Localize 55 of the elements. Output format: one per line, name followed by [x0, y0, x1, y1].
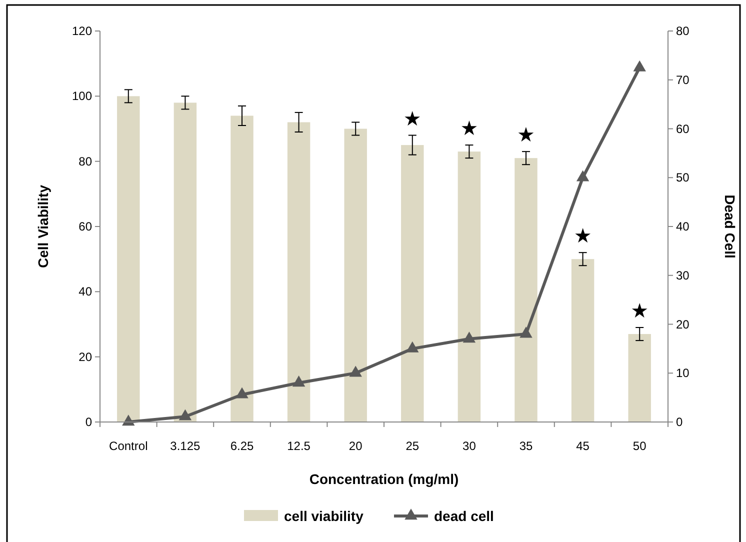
x-tick-label: 20 [348, 439, 363, 453]
y2-tick-label: 70 [676, 72, 690, 87]
point [292, 376, 306, 387]
bar [230, 116, 254, 422]
y2-tick-label: 80 [676, 24, 690, 38]
x-tick-label: 45 [576, 439, 590, 453]
x-tick-label: 50 [632, 439, 647, 453]
legend-label: cell viability [284, 508, 364, 524]
point [236, 387, 248, 398]
bar [174, 102, 197, 422]
x-tick-label: 6.25 [230, 439, 254, 453]
y2-tick-label: 0 [676, 415, 683, 429]
y2-tick-label: 20 [676, 317, 690, 332]
point [178, 409, 192, 420]
annotation: ★ [460, 116, 478, 140]
point [462, 332, 476, 343]
point [576, 170, 590, 182]
y-tick-label: 0 [85, 415, 92, 429]
annotation: ★ [517, 122, 535, 147]
legend-label: dead cell [434, 508, 494, 524]
annotation: ★ [630, 298, 649, 323]
y2-tick-label: 60 [676, 122, 690, 136]
y2-tick-label: 40 [676, 220, 690, 234]
bar [571, 259, 594, 422]
bar [287, 122, 310, 422]
y-tick-label: 40 [78, 284, 92, 299]
x-tick-label: 12.5 [287, 439, 311, 453]
y-tick-label: 60 [78, 220, 92, 234]
point [349, 366, 362, 377]
x-tick-label: 30 [462, 439, 476, 453]
x-tick-label: Control [109, 439, 148, 453]
y2-tick-label: 10 [676, 366, 690, 380]
bar [628, 334, 651, 422]
y2-tick-label: 50 [676, 170, 690, 185]
x-tick-label: 35 [519, 439, 533, 453]
annotation: ★ [574, 224, 592, 248]
y-tick-label: 20 [78, 350, 92, 364]
point [633, 60, 646, 72]
x-tick-label: 3.125 [170, 439, 201, 453]
bar [458, 152, 481, 422]
bar [117, 96, 140, 422]
bar [401, 145, 424, 422]
y-tick-label: 80 [78, 154, 92, 168]
point [406, 341, 419, 352]
y-tick-label: 100 [72, 89, 92, 104]
bar [514, 158, 538, 422]
point [520, 326, 532, 338]
x-axis-title: Concentration (mg/ml) [309, 471, 459, 487]
y2-tick-label: 30 [676, 268, 690, 282]
y2-axis-title: Dead Cell [722, 194, 738, 258]
y-tick-label: 120 [72, 24, 92, 38]
y-axis-title: Cell Viability [35, 184, 51, 268]
x-tick-label: 25 [406, 439, 420, 453]
annotation: ★ [403, 106, 422, 130]
bar [344, 128, 367, 422]
